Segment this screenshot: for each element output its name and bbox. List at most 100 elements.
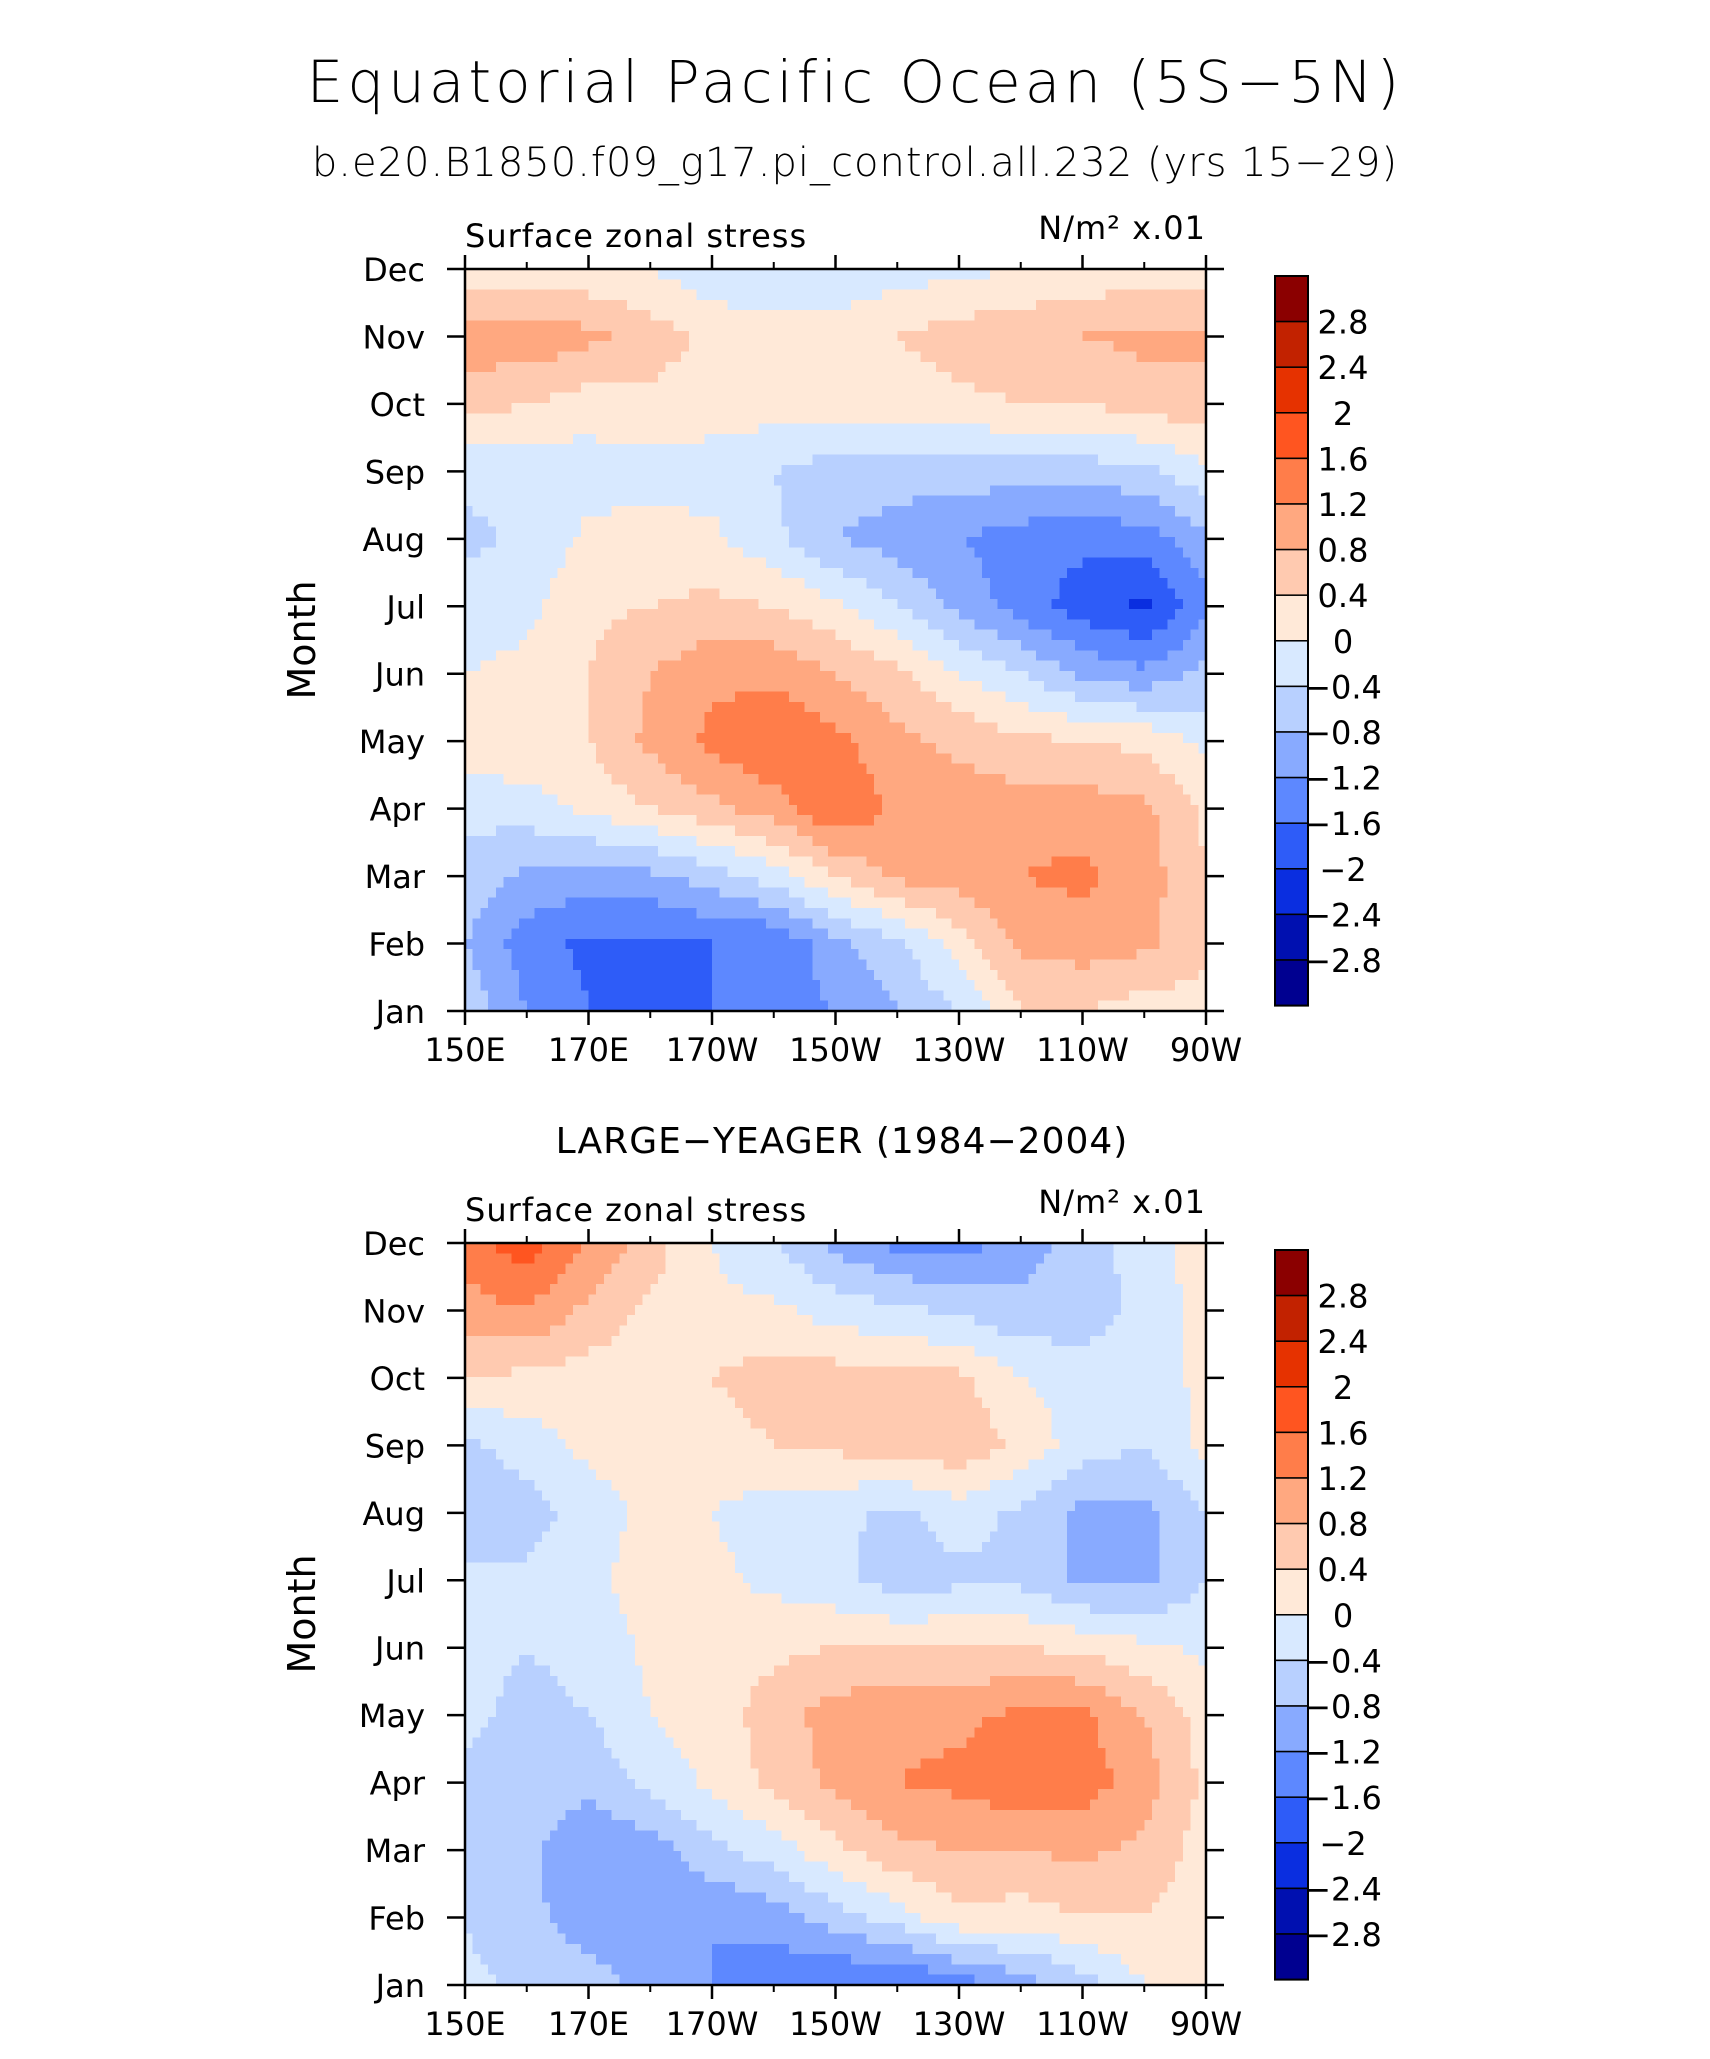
contour-cell [781,506,790,517]
contour-cell [804,341,813,353]
contour-cell [580,495,590,507]
contour-cell [1028,423,1037,435]
contour-cell [1036,330,1045,342]
contour-cell [526,506,536,517]
contour-cell [812,722,821,734]
contour-cell [835,382,844,394]
contour-cell [519,650,528,662]
contour-cell [843,320,852,332]
contour-cell [1159,578,1169,590]
contour-cell [827,392,837,404]
contour-cell [904,279,914,291]
contour-cell [889,495,898,507]
contour-cell [889,444,898,456]
contour-cell [596,495,605,507]
contour-cell [488,444,497,456]
contour-cell [1005,495,1014,507]
contour-cell [565,454,574,466]
contour-cell [619,640,628,651]
contour-cell [1074,402,1084,414]
contour-cell [688,495,698,507]
contour-cell [796,351,806,363]
contour-cell [804,382,813,394]
contour-cell [974,660,983,672]
contour-cell [657,547,667,559]
contour-cell [1113,320,1122,332]
contour-cell [704,650,713,662]
contour-cell [565,670,574,682]
contour-cell [1043,433,1053,445]
contour-cell [526,763,536,775]
contour-cell [696,670,705,682]
contour-cell [742,588,752,600]
contour-cell [959,732,968,744]
contour-cell [642,351,651,363]
contour-cell [580,773,590,785]
contour-cell [1159,330,1169,342]
contour-cell [657,691,667,703]
contour-cell [1159,454,1169,466]
contour-cell [773,402,783,414]
contour-cell [1020,743,1030,754]
contour-cell [1090,763,1099,775]
contour-cell [650,320,659,332]
contour-cell [634,743,644,754]
contour-cell [696,310,705,322]
contour-cell [750,299,759,311]
contour-cell [820,485,829,497]
contour-cell [789,475,798,487]
contour-cell [750,279,759,291]
contour-cell [935,650,945,662]
contour-cell [912,629,922,641]
contour-cell [465,660,474,672]
contour-cell [665,701,675,713]
contour-cell [750,372,759,383]
contour-cell [634,547,644,559]
contour-cell [1013,712,1022,724]
contour-cell [480,526,489,538]
contour-cell [1136,629,1145,641]
contour-cell [650,526,659,538]
contour-cell [1005,361,1014,373]
contour-cell [789,495,798,507]
contour-cell [650,475,659,487]
contour-cell [727,351,736,363]
contour-cell [959,423,968,435]
contour-cell [495,475,505,487]
contour-cell [773,794,783,806]
contour-cell [835,660,844,672]
contour-cell [1167,712,1176,724]
contour-cell [650,485,659,497]
contour-cell [519,773,528,785]
contour-cell [1059,475,1068,487]
contour-cell [503,361,512,373]
contour-cell [866,536,875,548]
contour-cell [712,578,721,590]
contour-cell [989,640,999,651]
contour-cell [1198,485,1207,497]
contour-cell [472,485,482,497]
contour-cell [812,485,821,497]
contour-cell [719,320,729,332]
contour-cell [989,567,999,579]
contour-cell [1043,423,1053,435]
contour-cell [1144,392,1153,404]
contour-cell [1090,701,1099,713]
contour-cell [920,640,929,651]
contour-cell [1043,567,1053,579]
contour-cell [1105,341,1114,353]
contour-cell [904,289,914,301]
contour-cell [1059,310,1068,322]
contour-cell [812,536,821,548]
contour-cell [549,701,559,713]
contour-cell [1074,598,1084,610]
contour-cell [928,701,937,713]
contour-cell [827,681,837,693]
contour-cell [1074,732,1084,744]
contour-cell [974,619,983,631]
contour-cell [511,372,520,383]
contour-cell [789,454,798,466]
contour-cell [696,444,705,456]
contour-cell [904,712,914,724]
contour-cell [1113,413,1122,425]
